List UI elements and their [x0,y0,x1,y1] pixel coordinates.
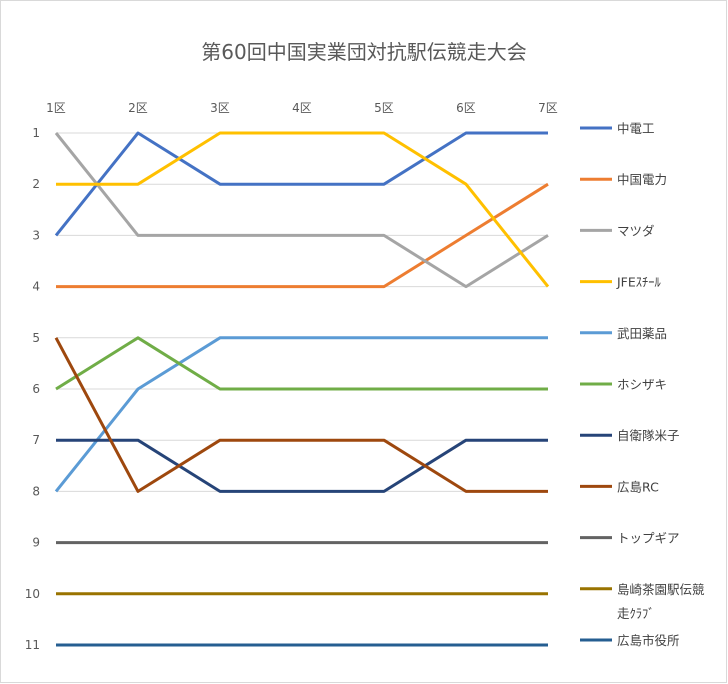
x-tick-label: 3区 [210,101,230,115]
y-tick-label: 5 [32,331,40,345]
series-line [54,337,548,493]
legend-label: 中国電力 [617,172,667,187]
legend-label: 広島市役所 [617,633,680,648]
series-line [54,336,548,493]
y-tick-label: 3 [32,228,40,242]
series-line [56,131,550,288]
legend-label: ホシザキ [617,377,667,392]
y-tick-label: 6 [32,382,40,396]
y-tick-label: 11 [25,638,40,652]
legend-label: 広島RC [617,479,659,494]
x-tick-label: 5区 [374,101,394,115]
chart-title: 第60回中国実業団対抗駅伝競走大会 [201,40,527,64]
legend-label: 走ｸﾗﾌﾞ [617,606,655,621]
y-tick-label: 1 [32,126,40,140]
series-line [54,131,548,237]
y-tick-label: 4 [32,280,40,294]
legend-label: 武田薬品 [617,326,667,341]
legend-label: トップギア [617,531,680,546]
series-line [56,182,549,289]
y-tick-label: 9 [32,536,40,550]
x-tick-label: 6区 [456,101,476,115]
y-tick-label: 2 [32,177,40,191]
x-tick-label: 4区 [292,101,312,115]
series-line [55,336,548,391]
y-tick-label: 7 [32,433,40,447]
x-tick-label: 1区 [46,101,66,115]
y-tick-label: 10 [25,587,40,601]
legend-label: 中電工 [617,121,655,136]
x-tick-label: 7区 [538,101,558,115]
y-tick-label: 8 [32,484,40,498]
legend-label: マツダ [617,223,655,238]
series-line [56,438,548,493]
legend-label: 島崎茶園駅伝競 [617,582,705,597]
x-tick-label: 2区 [128,101,148,115]
legend-label: JFEｽﾁｰﾙ [616,275,662,290]
legend-label: 自衛隊米子 [617,428,680,443]
series-line [54,132,549,289]
